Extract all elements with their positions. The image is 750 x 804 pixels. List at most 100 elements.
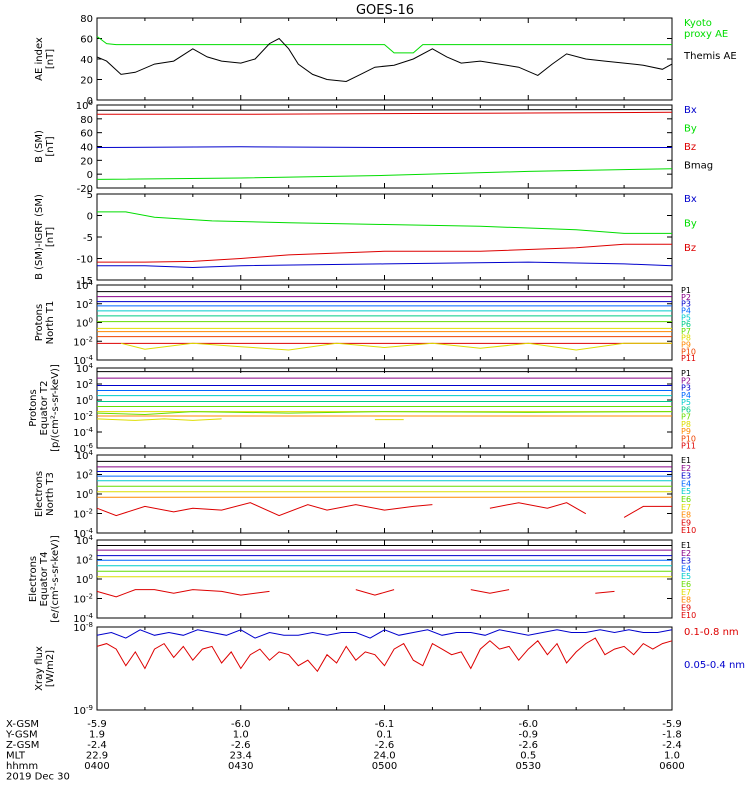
legend-entry: P8 [681,334,691,343]
y-axis-label: [p/(cm²-s-sr-keV)] [50,364,61,452]
legend-entry: P5 [681,398,691,407]
y-tick-label: 10-2 [73,410,93,423]
series-line [96,589,270,598]
legend-entry: E5 [681,487,691,496]
panel-6: 10-4 10-2 100 102 104 Electrons North T3 E1E2E3… [34,449,696,540]
panel-7: 10-4 10-2 100 102 104 Electrons Equator T4 [e/(… [28,534,696,625]
ephemeris-value: 0500 [372,761,397,772]
ephemeris-value: -2.4 [87,740,107,751]
y-tick-label: 5 [87,190,93,201]
legend-entry: P9 [681,341,691,350]
ephemeris-label: Z-GSM [6,740,39,751]
y-tick-label: 10-4 [73,612,93,625]
legend-entry: P8 [681,420,691,429]
y-axis-label: [W/m2] [45,650,56,687]
panel-frame [96,367,673,449]
legend-entry: P3 [681,384,691,393]
y-axis-label: [nT] [45,49,56,69]
ephemeris-value: 23.4 [230,751,252,762]
y-tick-label: 10-6 [73,442,93,455]
legend-entry: E4 [681,479,691,488]
y-tick-label: 60 [80,129,93,140]
legend-entry: P4 [681,306,691,315]
y-tick-label: 10-4 [73,426,93,439]
ephemeris-value: 1.9 [89,730,105,741]
y-tick-label: 100 [76,99,93,112]
y-axis-label: B (SM)-IGRF (SM) [34,194,45,280]
legend-entry: Bz [684,243,696,254]
ephemeris-value: 0.5 [520,751,536,762]
y-axis-label: Protons [34,304,45,341]
legend-entry: P6 [681,405,691,414]
y-tick-label: 0 [87,212,93,223]
y-tick-label: -15 [77,276,93,287]
ephemeris-value: -5.9 [662,719,682,730]
y-tick-label: 10-4 [73,354,93,367]
y-tick-label: 10-4 [73,527,93,540]
ephemeris-value: -0.9 [518,730,538,741]
legend-entry: Bmag [684,160,713,171]
legend-entry: P6 [681,320,691,329]
series-line [623,505,672,518]
legend-entry: 0.1-0.8 nm [684,627,739,638]
ephemeris-value: -1.8 [662,730,682,741]
y-tick-label: 100 [76,488,93,501]
panel-8: 10-9 10-8 Xray flux [W/m2] 0.1-0.8 nm 0.05-0.… [34,621,745,717]
legend-entry: E6 [681,580,691,589]
legend-entry: P1 [681,286,691,295]
legend-entry: E3 [681,557,691,566]
y-tick-label: 104 [76,534,94,547]
legend-entry: E2 [681,549,691,558]
y-tick-label: 40 [80,143,93,154]
series-line [96,109,673,111]
y-tick-label: 104 [76,449,94,462]
ephemeris-value: -2.6 [231,740,251,751]
legend-entry: P1 [681,369,691,378]
legend-entry: P9 [681,427,691,436]
y-tick-label: 102 [76,469,93,482]
series-line [96,502,433,517]
ephemeris-value: 1.0 [664,751,680,762]
ephemeris-label: Y-GSM [5,730,38,741]
ephemeris-value: -6.1 [375,719,395,730]
legend-entry: P10 [681,434,696,443]
ephemeris-value: 24.0 [373,751,395,762]
ephemeris-value: -2.6 [375,740,395,751]
ephemeris-value: 0600 [659,761,684,772]
y-tick-label: 100 [76,573,93,586]
legend-entry: P2 [681,293,691,302]
ephemeris-value: -2.6 [518,740,538,751]
ephemeris-value: 22.9 [86,751,108,762]
y-tick-label: -20 [77,184,93,195]
legend-entry: P2 [681,376,691,385]
legend-entry: E3 [681,472,691,481]
ephemeris-value: 0400 [84,761,109,772]
series-line [96,168,673,180]
legend-entry: P7 [681,413,691,422]
y-axis-label: Equator T4 [39,552,50,607]
ephemeris-value: 1.0 [233,730,249,741]
y-axis-label: North T3 [45,472,56,516]
y-axis-label: North T1 [45,301,56,345]
legend-entry: E1 [681,541,691,550]
ephemeris-value: -6.0 [231,719,251,730]
series-line [96,37,673,83]
legend-entry: Bz [684,142,696,153]
legend-entry: P5 [681,313,691,322]
panel-frame [96,626,673,711]
series-line [470,589,510,594]
series-line [120,342,672,351]
series-line [96,411,673,416]
series-line [96,146,672,148]
legend-entry: E9 [681,603,691,612]
panel-4: 10-4 10-2 100 102 104 Protons North T1 P1P2P3P4… [34,279,696,367]
ephemeris-label: 2019 Dec 30 [6,772,70,783]
y-tick-label: 10-2 [73,335,93,348]
y-tick-label: 104 [76,279,94,292]
series-line [96,629,673,639]
legend-entry: Kyoto [684,18,712,29]
y-tick-label: 0 [87,170,93,181]
legend-entry: Themis AE [683,51,737,62]
ephemeris-label: hhmm [6,761,38,772]
